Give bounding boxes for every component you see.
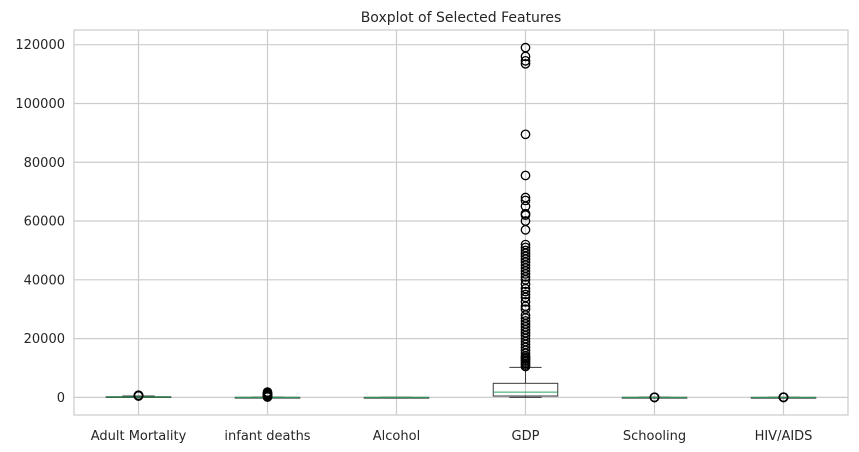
box-iqr [492, 382, 559, 397]
x-tick-label: Alcohol [373, 429, 420, 444]
chart-title: Boxplot of Selected Features [361, 10, 562, 26]
outlier-point [520, 304, 531, 315]
y-tick-label: 80000 [24, 156, 65, 171]
outlier-point [520, 195, 531, 206]
x-tick-label: HIV/AIDS [755, 429, 813, 444]
plot-background [73, 29, 849, 416]
y-tick-label: 20000 [24, 332, 65, 347]
outlier-point [520, 297, 531, 307]
box-adult-mortality [105, 390, 172, 401]
outlier-point [520, 208, 531, 219]
box-alcohol [363, 396, 430, 399]
outlier-point [520, 286, 531, 297]
y-tick-label: 60000 [24, 215, 65, 230]
outlier-point [778, 392, 789, 403]
y-tick-labels: 0 20000 40000 60000 80000 100000 120000 [15, 38, 65, 406]
outlier-point [133, 390, 144, 401]
x-tick-labels: Adult Mortality infant deaths Alcohol GDP Sc… [91, 429, 813, 444]
outlier-point [520, 242, 531, 253]
outlier-point [520, 170, 531, 181]
x-tick-label: GDP [512, 429, 540, 444]
outlier-point [520, 58, 531, 69]
y-tick-label: 40000 [24, 273, 65, 288]
outlier-point [520, 289, 531, 300]
box-series [105, 42, 817, 403]
x-tick-label: infant deaths [224, 429, 310, 444]
outlier-point [520, 279, 531, 290]
outlier-point [520, 216, 531, 226]
grid-lines [74, 30, 848, 415]
outlier-point [520, 129, 531, 140]
outlier-point [520, 42, 531, 53]
y-tick-label: 100000 [15, 97, 65, 112]
outlier-point [262, 387, 273, 397]
box-schooling [621, 392, 688, 403]
outlier-point [649, 392, 660, 403]
box-infant-deaths [234, 387, 301, 402]
outlier-point [520, 239, 531, 250]
outlier-point [520, 245, 531, 256]
y-tick-label: 0 [57, 391, 65, 406]
box-gdp [492, 42, 559, 398]
x-tick-label: Schooling [623, 429, 686, 444]
outlier-point [520, 56, 531, 66]
y-tick-label: 120000 [15, 38, 65, 53]
outlier-point [520, 192, 531, 203]
outlier-point [520, 316, 531, 326]
x-tick-label: Adult Mortality [91, 429, 187, 444]
box-hiv-aids [750, 392, 817, 403]
